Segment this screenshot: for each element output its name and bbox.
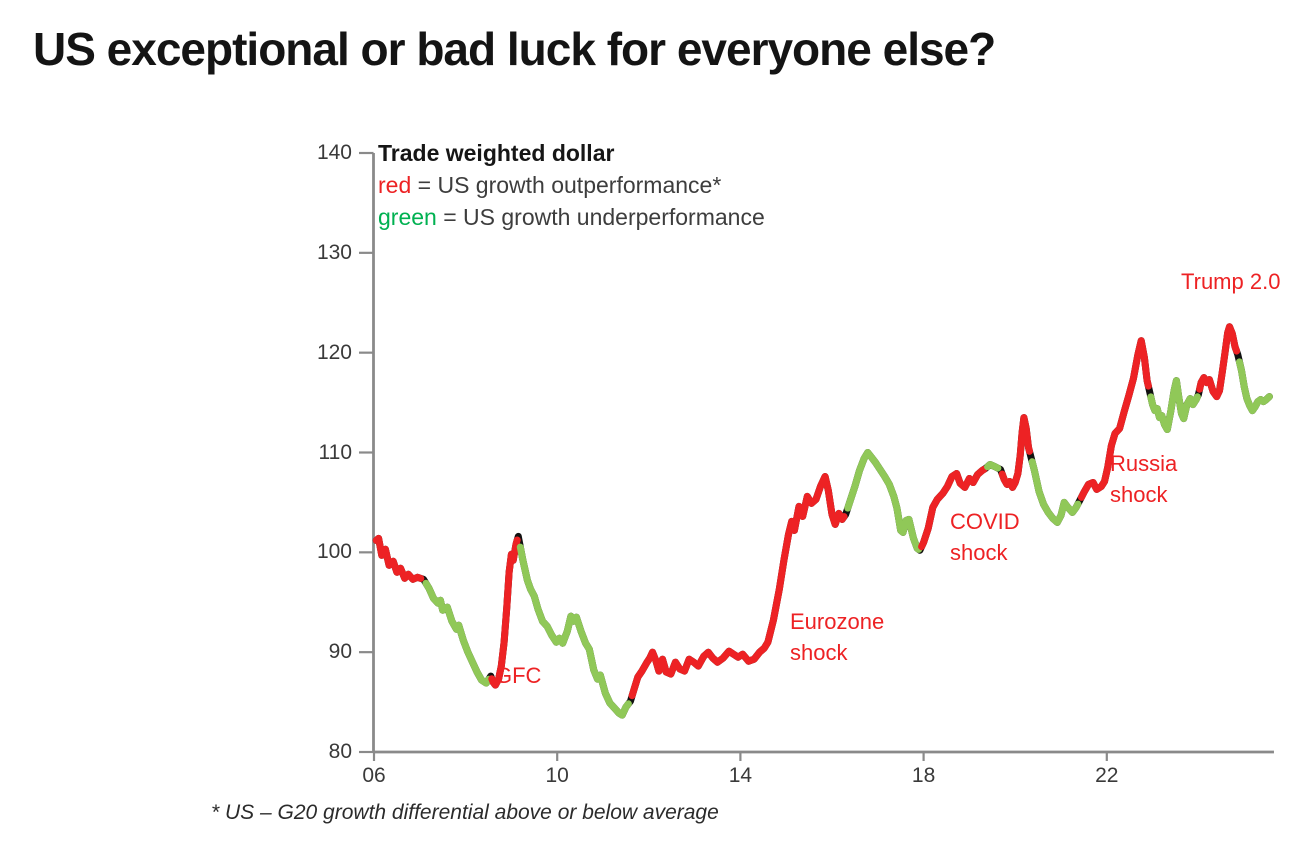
annotation-eurozone-shock: Eurozone shock [790, 609, 885, 665]
x-tick-label: 10 [545, 764, 569, 787]
series-segment-green [422, 579, 493, 687]
legend-title: Trade weighted dollar [378, 140, 615, 166]
y-tick-label: 130 [316, 240, 352, 264]
x-tick-label: 22 [1095, 764, 1119, 787]
series-segment-green [1235, 358, 1273, 415]
x-tick-label: 06 [362, 764, 386, 787]
legend-green-rest: = US growth underperformance [436, 204, 765, 230]
annotation-covid-shock: COVID shock [950, 509, 1020, 565]
y-tick-label: 140 [316, 141, 352, 164]
footnote: * US – G20 growth differential above or … [211, 801, 719, 824]
x-tick-label: 18 [911, 764, 936, 787]
series-segment-red [998, 414, 1033, 491]
series-segment-green [844, 449, 923, 553]
series-segment-red [918, 465, 988, 551]
series-segment-red [372, 534, 425, 583]
series-segment-red [1077, 337, 1152, 501]
legend-red-word: red [378, 172, 412, 198]
series-segment-green [1147, 377, 1201, 433]
annotation-trump-2-0: Trump 2.0 [1181, 269, 1281, 294]
y-tick-label: 100 [316, 540, 352, 564]
legend-green-line: green = US growth underperformance [378, 204, 765, 231]
page-title: US exceptional or bad luck for everyone … [33, 23, 996, 75]
x-tick-label: 14 [728, 764, 753, 787]
y-tick-label: 90 [328, 640, 352, 664]
legend-red-rest: = US growth outperformance* [411, 172, 722, 198]
y-tick-label: 110 [318, 440, 352, 464]
series-segment-green [1028, 458, 1082, 526]
annotation-russia-shock: Russia shock [1110, 451, 1178, 507]
annotation-gfc: GFC [495, 663, 542, 688]
series-segment-green [984, 461, 1002, 472]
y-tick-label: 80 [328, 740, 352, 763]
series-segment-red [628, 473, 848, 700]
legend-green-word: green [378, 204, 437, 230]
series-segment-red [1196, 323, 1241, 401]
series-segment-red [488, 536, 521, 689]
y-tick-label: 120 [316, 340, 352, 364]
series-segment-green [516, 543, 632, 719]
legend-red-line: red = US growth outperformance* [378, 172, 721, 199]
